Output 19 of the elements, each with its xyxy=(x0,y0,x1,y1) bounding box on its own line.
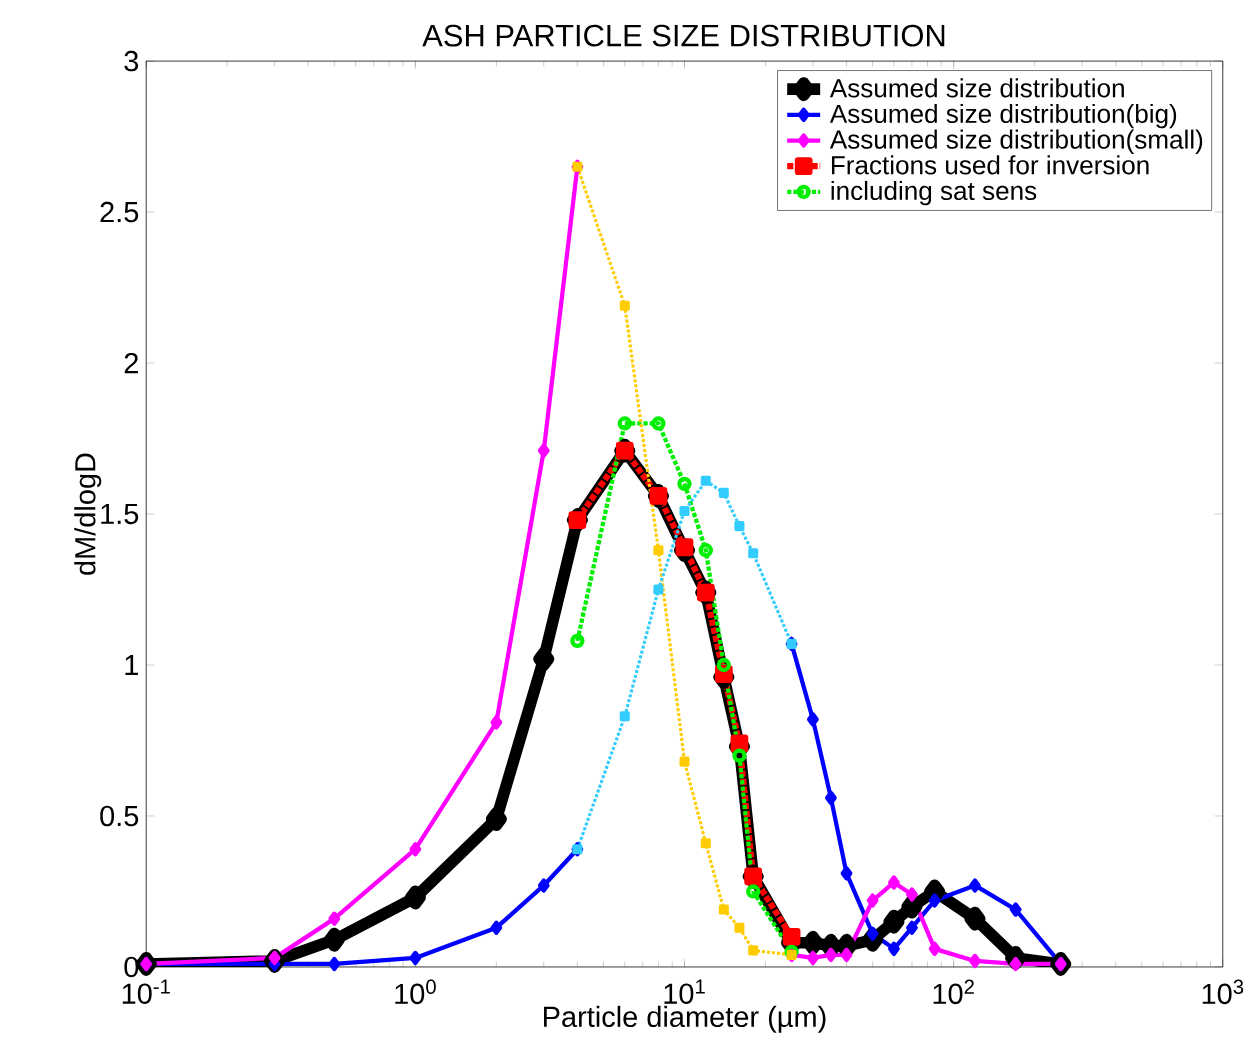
y-axis-title: dM/dlogD xyxy=(74,453,102,575)
y-tick-label: 1 xyxy=(125,654,138,675)
y-tick-label: 3 xyxy=(124,50,139,72)
legend-label: Assumed size distribution(big) xyxy=(829,103,1177,129)
x-tick-label: 10$^{3}$ xyxy=(1202,979,1244,1005)
legend-label: including sat sens xyxy=(831,180,1037,206)
chart-title: ASH PARTICLE SIZE DISTRIBUTION xyxy=(422,24,945,47)
x-tick-label: 10$^{2}$ xyxy=(933,979,974,1005)
legend-label: Fractions used for inversion xyxy=(831,155,1149,175)
y-tick-label: 2 xyxy=(124,352,138,374)
x-tick-label: 10$^{1}$ xyxy=(664,979,705,1004)
y-tick-label: 0.5 xyxy=(100,805,139,827)
legend-label: Assumed size distribution xyxy=(829,78,1124,98)
x-tick-label: 10$^{-1}$ xyxy=(122,979,170,1004)
y-tick-label: 2.5 xyxy=(100,201,139,223)
x-tick-label: 10$^{0}$ xyxy=(395,979,436,1005)
y-tick-label: 1.5 xyxy=(101,503,139,525)
x-axis-title: Particle diameter (µm) xyxy=(544,1005,826,1033)
legend-label: Assumed size distribution(small) xyxy=(829,129,1203,154)
